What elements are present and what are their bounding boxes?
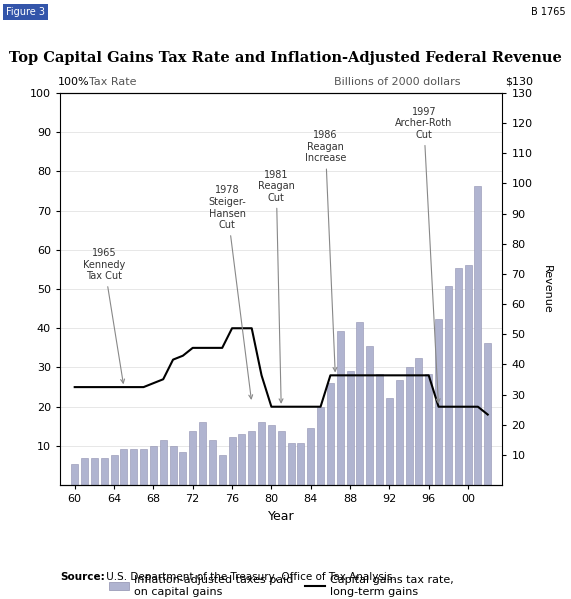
- Bar: [160, 440, 167, 485]
- Bar: [435, 319, 442, 485]
- Bar: [337, 331, 344, 485]
- Text: 1978
Steiger-
Hansen
Cut: 1978 Steiger- Hansen Cut: [208, 185, 252, 399]
- Bar: [307, 428, 314, 485]
- Bar: [130, 449, 137, 485]
- Legend: Inflation-adjusted taxes paid
on capital gains, Capital gains tax rate,
long-ter: Inflation-adjusted taxes paid on capital…: [104, 571, 459, 599]
- Bar: [170, 446, 176, 485]
- Text: 1997
Archer-Roth
Cut: 1997 Archer-Roth Cut: [395, 107, 452, 403]
- X-axis label: Year: Year: [268, 510, 295, 523]
- Bar: [327, 383, 334, 485]
- Bar: [455, 268, 462, 485]
- Y-axis label: Revenue: Revenue: [542, 265, 552, 313]
- Bar: [189, 431, 196, 485]
- Bar: [228, 437, 236, 485]
- Text: 1981
Reagan
Cut: 1981 Reagan Cut: [258, 170, 295, 403]
- Text: U.S. Department of the Treasury, Office of Tax Analysis.: U.S. Department of the Treasury, Office …: [103, 572, 396, 582]
- Bar: [199, 422, 206, 485]
- Text: Top Capital Gains Tax Rate and Inflation-Adjusted Federal Revenue: Top Capital Gains Tax Rate and Inflation…: [9, 51, 562, 65]
- Bar: [81, 458, 88, 485]
- Bar: [268, 425, 275, 485]
- Text: 100%: 100%: [58, 77, 90, 87]
- Bar: [356, 322, 363, 485]
- Text: Billions of 2000 dollars: Billions of 2000 dollars: [335, 77, 461, 87]
- Bar: [425, 374, 432, 485]
- Bar: [317, 407, 324, 485]
- Bar: [366, 346, 373, 485]
- Text: 1965
Kennedy
Tax Cut: 1965 Kennedy Tax Cut: [83, 248, 125, 383]
- Bar: [111, 455, 118, 485]
- Text: B 1765: B 1765: [530, 7, 565, 17]
- Bar: [475, 186, 481, 485]
- Bar: [347, 371, 353, 485]
- Bar: [465, 265, 472, 485]
- Bar: [405, 367, 413, 485]
- Bar: [140, 449, 147, 485]
- Bar: [100, 458, 108, 485]
- Bar: [248, 431, 255, 485]
- Text: $130: $130: [505, 77, 533, 87]
- Bar: [179, 452, 186, 485]
- Bar: [150, 446, 157, 485]
- Bar: [376, 374, 383, 485]
- Bar: [484, 343, 491, 485]
- Bar: [288, 443, 295, 485]
- Bar: [71, 464, 78, 485]
- Bar: [278, 431, 285, 485]
- Bar: [445, 286, 452, 485]
- Bar: [258, 422, 265, 485]
- Bar: [91, 458, 98, 485]
- Text: Figure 3: Figure 3: [6, 7, 45, 17]
- Text: Tax Rate: Tax Rate: [89, 77, 136, 87]
- Text: Source:: Source:: [60, 572, 104, 582]
- Text: 1986
Reagan
Increase: 1986 Reagan Increase: [305, 130, 346, 371]
- Bar: [120, 449, 127, 485]
- Bar: [209, 440, 216, 485]
- Bar: [238, 434, 246, 485]
- Bar: [415, 358, 423, 485]
- Bar: [396, 380, 403, 485]
- Bar: [297, 443, 304, 485]
- Bar: [219, 455, 226, 485]
- Bar: [386, 398, 393, 485]
